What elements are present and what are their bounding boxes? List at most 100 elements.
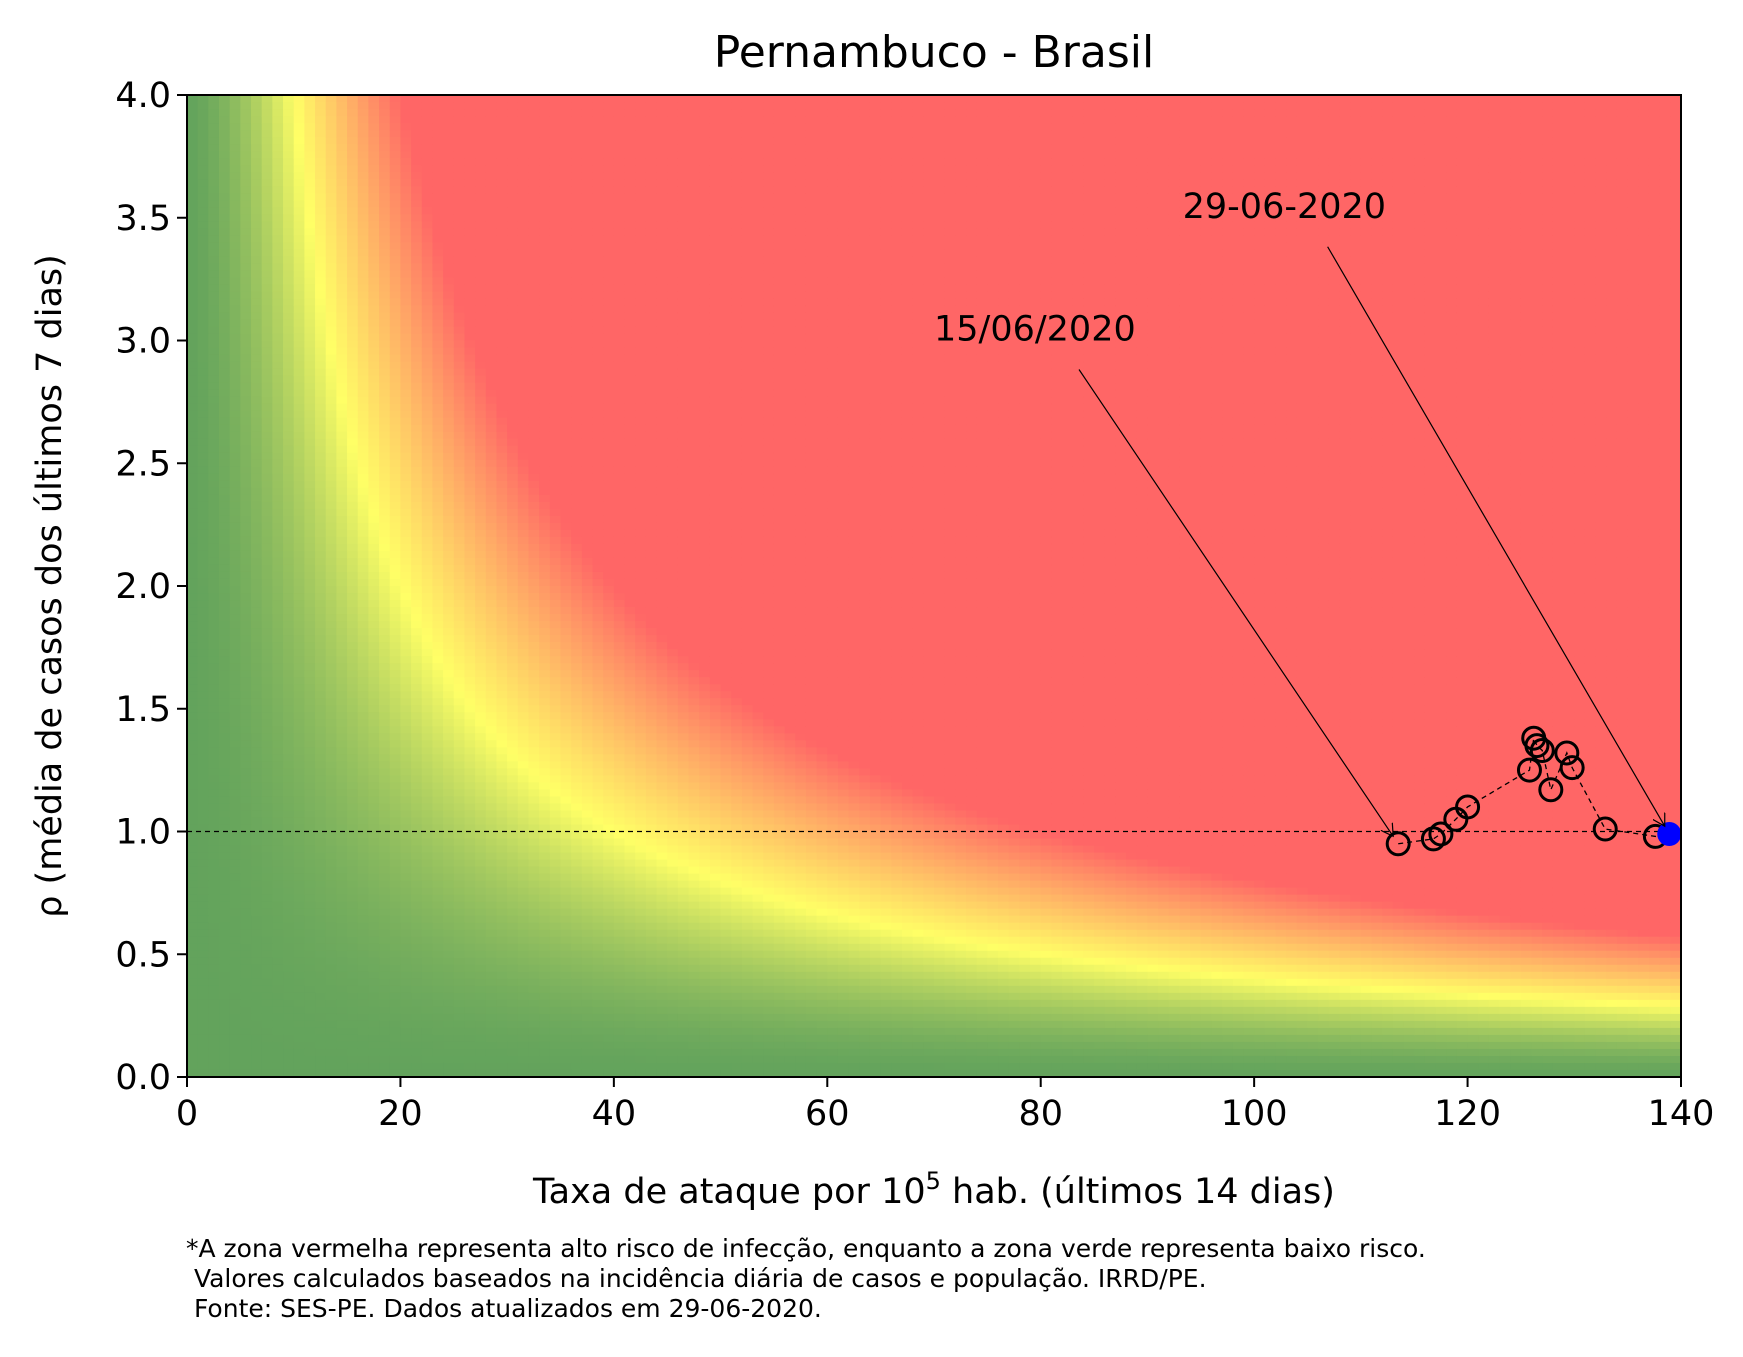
heatmap-cell [507, 972, 518, 980]
heatmap-cell [432, 411, 443, 419]
heatmap-cell [315, 691, 326, 699]
heatmap-cell [283, 923, 294, 931]
heatmap-cell [283, 909, 294, 917]
heatmap-cell [230, 586, 241, 594]
heatmap-cell [400, 754, 411, 762]
heatmap-cell [272, 691, 283, 699]
heatmap-cell [294, 944, 305, 952]
heatmap-cell [230, 740, 241, 748]
heatmap-cell [390, 116, 401, 124]
heatmap-cell [358, 930, 369, 938]
heatmap-cell [507, 579, 518, 587]
heatmap-cell [422, 1007, 433, 1015]
heatmap-cell [464, 270, 475, 278]
heatmap-cell [347, 579, 358, 587]
heatmap-cell [496, 733, 507, 741]
heatmap-cell [198, 586, 209, 594]
heatmap-cell [539, 516, 550, 524]
heatmap-cell [422, 712, 433, 720]
heatmap-cell [422, 186, 433, 194]
heatmap-cell [539, 460, 550, 468]
heatmap-cell [464, 747, 475, 755]
heatmap-cell [187, 754, 198, 762]
heatmap-cell [198, 558, 209, 566]
heatmap-cell [251, 446, 262, 454]
heatmap-cell [432, 1000, 443, 1008]
heatmap-cell [208, 397, 219, 405]
heatmap-cell [422, 207, 433, 215]
heatmap-cell [304, 930, 315, 938]
heatmap-cell [368, 1028, 379, 1036]
heatmap-cell [283, 411, 294, 419]
heatmap-cell [208, 965, 219, 973]
heatmap-cell [379, 165, 390, 173]
heatmap-cell [187, 481, 198, 489]
heatmap-cell [528, 888, 539, 896]
heatmap-cell [539, 158, 550, 166]
heatmap-cell [390, 284, 401, 292]
heatmap-cell [198, 270, 209, 278]
heatmap-cell [315, 593, 326, 601]
heatmap-cell [507, 923, 518, 931]
heatmap-cell [368, 530, 379, 538]
heatmap-cell [528, 628, 539, 636]
heatmap-cell [507, 418, 518, 426]
heatmap-cell [304, 277, 315, 285]
heatmap-cell [368, 1063, 379, 1071]
heatmap-cell [475, 832, 486, 840]
heatmap-cell [518, 817, 529, 825]
heatmap-cell [432, 860, 443, 868]
heatmap-cell [198, 663, 209, 671]
heatmap-cell [240, 123, 251, 131]
heatmap-cell [230, 1000, 241, 1008]
heatmap-cell [336, 874, 347, 882]
heatmap-cell [304, 474, 315, 482]
heatmap-cell [315, 860, 326, 868]
heatmap-cell [454, 923, 465, 931]
heatmap-cell [358, 1007, 369, 1015]
heatmap-cell [379, 586, 390, 594]
heatmap-cell [315, 439, 326, 447]
heatmap-cell [411, 249, 422, 257]
heatmap-cell [368, 761, 379, 769]
heatmap-cell [347, 256, 358, 264]
heatmap-cell [443, 333, 454, 341]
heatmap-cell [326, 902, 337, 910]
heatmap-cell [454, 607, 465, 615]
heatmap-cell [518, 341, 529, 349]
heatmap-cell [187, 593, 198, 601]
heatmap-cell [400, 544, 411, 552]
heatmap-cell [528, 390, 539, 398]
heatmap-cell [379, 853, 390, 861]
heatmap-cell [315, 874, 326, 882]
heatmap-cell [496, 305, 507, 313]
heatmap-cell [528, 488, 539, 496]
heatmap-cell [379, 874, 390, 882]
heatmap-cell [262, 151, 273, 159]
heatmap-cell [443, 839, 454, 847]
heatmap-cell [496, 432, 507, 440]
heatmap-cell [496, 754, 507, 762]
heatmap-cell [251, 179, 262, 187]
heatmap-cell [358, 341, 369, 349]
heatmap-cell [464, 600, 475, 608]
heatmap-cell [262, 1042, 273, 1050]
heatmap-cell [251, 1014, 262, 1022]
heatmap-cell [539, 291, 550, 299]
heatmap-cell [336, 481, 347, 489]
heatmap-cell [198, 1014, 209, 1022]
heatmap-cell [336, 158, 347, 166]
heatmap-cell [315, 1014, 326, 1022]
heatmap-cell [432, 390, 443, 398]
heatmap-cell [486, 418, 497, 426]
heatmap-cell [198, 649, 209, 657]
heatmap-cell [336, 916, 347, 924]
heatmap-cell [262, 207, 273, 215]
heatmap-cell [219, 116, 230, 124]
heatmap-cell [507, 144, 518, 152]
heatmap-cell [368, 453, 379, 461]
heatmap-cell [411, 130, 422, 138]
heatmap-cell [422, 1028, 433, 1036]
heatmap-cell [475, 551, 486, 559]
heatmap-cell [379, 200, 390, 208]
